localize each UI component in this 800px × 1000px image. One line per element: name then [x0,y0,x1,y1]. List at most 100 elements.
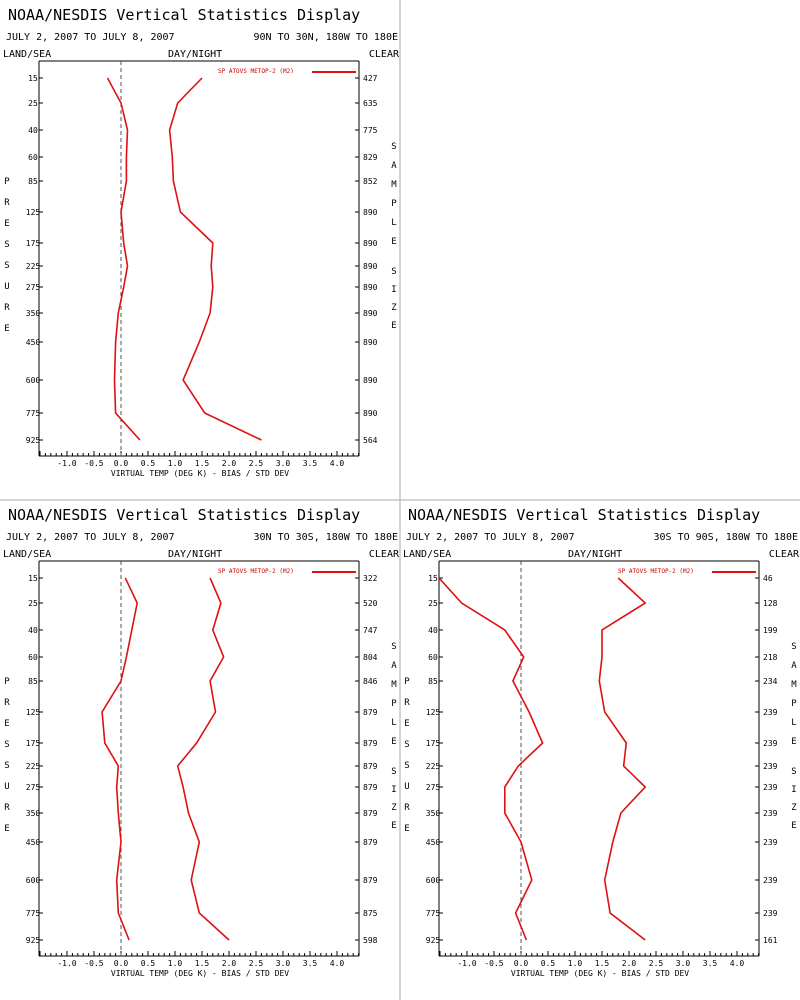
size-axis-letter: Z [391,803,397,813]
sample-size-value: 875 [363,909,378,918]
sample-axis-letter: M [391,680,397,690]
bias-series-line [106,77,141,441]
chart-title: NOAA/NESDIS Vertical Statistics Display [8,506,360,524]
pressure-axis-letter: U [4,282,9,292]
pressure-level-label: 600 [26,376,41,385]
x-tick-label: 3.5 [303,959,318,968]
pressure-axis-letter: P [4,677,10,687]
sample-size-value: 46 [763,574,773,583]
pressure-level-label: 775 [426,909,441,918]
x-tick-label: 3.5 [303,459,318,468]
x-axis-label: VIRTUAL TEMP (DEG K) - BIAS / STD DEV [111,469,289,478]
size-axis-letter: I [791,785,796,795]
sample-size-value: 747 [363,626,378,635]
std-dev-series-line [176,577,230,941]
sample-size-value: 890 [363,239,378,248]
sample-size-value: 635 [363,99,378,108]
sample-axis-letter: E [391,237,396,247]
x-tick-label: 0.0 [114,459,129,468]
sample-size-value: 239 [763,762,778,771]
pressure-level-label: 225 [26,262,41,271]
pressure-axis-letter: S [404,740,409,750]
std-dev-series-line [598,577,647,941]
x-tick-label: 2.0 [622,959,637,968]
sample-size-value: 852 [363,177,378,186]
pressure-axis-letter: R [404,803,410,813]
pressure-level-label: 275 [26,283,41,292]
pressure-level-label: 925 [26,936,41,945]
x-tick-label: -1.0 [57,459,76,468]
chart-panel-3: NOAA/NESDIS Vertical Statistics Display J… [403,506,800,978]
sample-size-value: 322 [363,574,378,583]
sample-size-value: 804 [363,653,378,662]
day-night-label: DAY/NIGHT [168,49,222,60]
sample-axis-letter: L [391,718,396,728]
x-tick-label: 2.0 [222,459,237,468]
sample-axis-letter: S [391,642,396,652]
chart-panel-2: NOAA/NESDIS Vertical Statistics Display J… [3,506,400,978]
x-tick-label: 2.5 [249,459,264,468]
sample-size-value: 239 [763,809,778,818]
sample-size-value: 890 [363,208,378,217]
x-tick-label: 3.0 [276,459,291,468]
chart-title: NOAA/NESDIS Vertical Statistics Display [8,6,360,24]
region-label: 30S TO 90S, 180W TO 180E [654,532,799,543]
pressure-level-label: 275 [26,783,41,792]
sample-axis-letter: A [391,661,397,671]
sample-size-value: 879 [363,708,378,717]
pressure-axis-letter: U [4,782,9,792]
sample-size-value: 890 [363,262,378,271]
size-axis-letter: Z [391,303,397,313]
pressure-level-label: 450 [426,838,441,847]
pressure-level-label: 350 [426,809,441,818]
pressure-level-label: 25 [428,599,438,608]
pressure-level-label: 15 [428,574,438,583]
x-tick-label: 3.0 [276,959,291,968]
sample-size-value: 890 [363,409,378,418]
pressure-axis-letter: E [4,824,9,834]
x-tick-label: -1.0 [457,959,476,968]
sample-size-value: 218 [763,653,778,662]
clear-label: CLEAR [369,549,400,560]
sample-size-value: 775 [363,126,378,135]
pressure-level-label: 275 [426,783,441,792]
sample-size-value: 161 [763,936,778,945]
pressure-level-label: 225 [426,762,441,771]
x-axis-label: VIRTUAL TEMP (DEG K) - BIAS / STD DEV [511,969,689,978]
pressure-axis-letter: S [4,740,9,750]
size-axis-letter: Z [791,803,797,813]
pressure-level-label: 350 [26,309,41,318]
pressure-axis-letter: E [4,219,9,229]
size-axis-letter: S [791,767,796,777]
pressure-level-label: 175 [26,739,41,748]
pressure-level-label: 925 [426,936,441,945]
sample-size-value: 890 [363,376,378,385]
sample-size-value: 239 [763,838,778,847]
pressure-level-label: 40 [428,626,438,635]
x-tick-label: 2.0 [222,959,237,968]
sample-size-value: 879 [363,739,378,748]
pressure-axis-letter: P [404,677,410,687]
sample-size-value: 829 [363,153,378,162]
sample-axis-letter: L [391,218,396,228]
sample-size-value: 564 [363,436,378,445]
pressure-level-label: 775 [26,409,41,418]
pressure-level-label: 40 [28,626,38,635]
pressure-level-label: 25 [28,99,38,108]
pressure-axis-letter: P [4,177,10,187]
sample-axis-letter: L [791,718,796,728]
sample-size-value: 598 [363,936,378,945]
sample-size-value: 879 [363,762,378,771]
sample-size-value: 239 [763,909,778,918]
x-tick-label: 1.0 [168,459,183,468]
size-axis-letter: S [391,767,396,777]
pressure-level-label: 125 [26,208,41,217]
land-sea-label: LAND/SEA [3,549,51,560]
x-axis-label: VIRTUAL TEMP (DEG K) - BIAS / STD DEV [111,969,289,978]
pressure-axis-letter: R [4,698,10,708]
pressure-level-label: 175 [26,239,41,248]
pressure-level-label: 175 [426,739,441,748]
pressure-axis-letter: S [4,761,9,771]
sample-axis-letter: A [391,161,397,171]
chart-panel-1: NOAA/NESDIS Vertical Statistics Display J… [3,6,400,478]
